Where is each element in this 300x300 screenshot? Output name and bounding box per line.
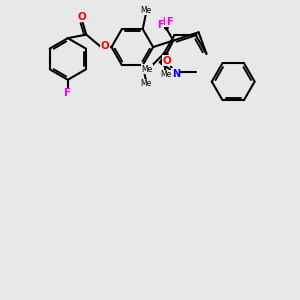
Text: F: F [162,16,169,26]
Text: Me: Me [140,79,151,88]
Text: N: N [172,69,180,79]
Text: O: O [78,12,86,22]
Text: O: O [100,41,109,51]
Text: F: F [166,17,172,27]
Text: Me: Me [142,65,153,74]
Text: F: F [64,88,71,98]
Text: O: O [163,56,172,66]
Text: Me: Me [160,70,172,79]
Text: Me: Me [140,6,151,15]
Text: F: F [157,20,164,30]
